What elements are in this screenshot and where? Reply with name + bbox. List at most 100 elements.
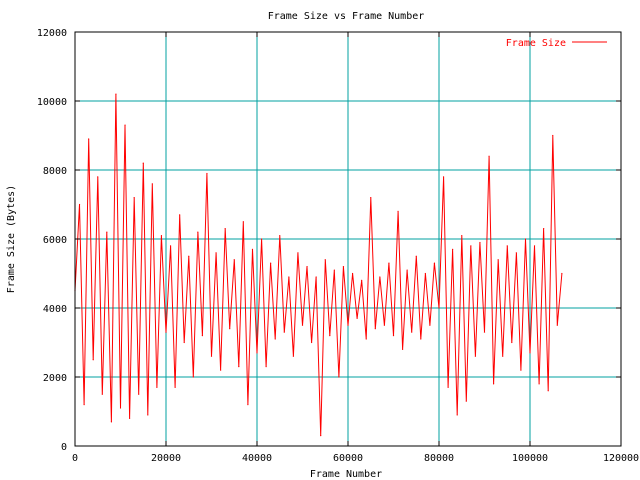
data-layer: [74, 93, 563, 437]
data-point: [320, 435, 322, 437]
x-tick-label: 60000: [333, 453, 363, 464]
y-tick-labels: 0 2000 4000 6000 8000 10000 12000: [37, 28, 67, 453]
data-point: [311, 341, 313, 344]
grid-lines: [75, 32, 621, 446]
y-tick-label: 8000: [43, 166, 67, 177]
data-point: [442, 176, 445, 178]
data-point: [388, 262, 390, 264]
data-point: [110, 421, 112, 423]
data-point: [338, 376, 340, 378]
data-point: [88, 138, 90, 140]
x-axis-label: Frame Number: [310, 469, 382, 480]
y-tick-label: 6000: [43, 235, 67, 246]
data-point: [556, 324, 558, 326]
data-point: [333, 269, 335, 271]
data-point: [488, 155, 490, 157]
data-point: [274, 338, 276, 340]
data-point: [415, 255, 417, 257]
legend-label: Frame Size: [506, 38, 566, 49]
data-point: [292, 355, 294, 357]
data-point: [347, 324, 349, 326]
data-point: [92, 359, 94, 361]
data-point: [229, 328, 231, 330]
data-point: [497, 259, 499, 261]
data-point: [160, 234, 163, 237]
data-point: [188, 255, 190, 257]
data-point: [561, 272, 563, 275]
data-point: [124, 124, 126, 126]
data-point: [493, 383, 495, 385]
data-point: [433, 262, 436, 264]
data-point: [483, 331, 486, 333]
data-point: [329, 335, 331, 337]
data-point: [220, 369, 222, 371]
data-point: [129, 417, 131, 419]
data-point: [383, 324, 385, 326]
series-line-frame-size: [74, 94, 563, 436]
data-point: [169, 245, 172, 247]
data-point: [197, 231, 199, 233]
data-point: [251, 248, 254, 250]
x-tick-labels: 0 20000 40000 60000 80000 100000 120000: [72, 453, 639, 464]
data-point: [370, 197, 372, 199]
data-point: [201, 335, 203, 337]
data-point: [470, 245, 472, 247]
data-point: [465, 400, 467, 402]
data-point: [174, 386, 176, 388]
data-point: [133, 197, 135, 199]
data-point: [247, 404, 249, 406]
data-point: [260, 238, 263, 240]
y-tick-label: 0: [61, 442, 67, 453]
data-point: [365, 338, 367, 340]
x-tick-label: 40000: [242, 453, 272, 464]
data-point: [392, 335, 395, 337]
x-tick-label: 120000: [603, 453, 639, 464]
y-tick-label: 12000: [37, 28, 67, 39]
data-point: [183, 341, 185, 344]
data-point: [374, 328, 376, 330]
data-point: [397, 210, 399, 212]
data-point: [288, 276, 290, 278]
data-point: [511, 341, 513, 344]
data-point: [502, 355, 504, 357]
data-point: [411, 331, 413, 333]
data-point: [283, 331, 285, 333]
data-point: [406, 269, 408, 271]
data-point: [479, 241, 481, 244]
data-point: [156, 386, 158, 388]
data-point: [301, 324, 304, 326]
data-point: [97, 176, 99, 178]
legend: Frame Size: [506, 38, 607, 49]
data-point: [256, 352, 258, 354]
data-point: [101, 393, 103, 395]
data-point: [270, 262, 272, 264]
data-point: [106, 231, 108, 233]
data-point: [520, 369, 522, 371]
data-point: [351, 272, 354, 275]
data-point: [306, 266, 308, 268]
data-point: [215, 252, 217, 254]
data-point: [115, 93, 117, 95]
y-tick-label: 4000: [43, 304, 67, 315]
data-point: [438, 307, 440, 309]
data-point: [429, 324, 431, 326]
data-point: [210, 355, 213, 357]
y-axis-label: Frame Size (Bytes): [6, 185, 17, 293]
data-point: [538, 383, 540, 385]
x-tick-label: 0: [72, 453, 78, 464]
data-point: [242, 221, 244, 223]
data-point: [206, 172, 208, 175]
data-point: [456, 414, 458, 416]
data-point: [420, 338, 422, 340]
data-point: [78, 203, 81, 206]
data-point: [324, 259, 326, 261]
x-tick-label: 100000: [512, 453, 548, 464]
data-point: [461, 234, 463, 237]
data-point: [533, 245, 536, 247]
data-point: [265, 366, 267, 368]
data-point: [447, 386, 449, 388]
data-point: [165, 331, 167, 333]
data-point: [543, 228, 545, 230]
x-tick-label: 80000: [424, 453, 454, 464]
data-point: [356, 317, 358, 319]
